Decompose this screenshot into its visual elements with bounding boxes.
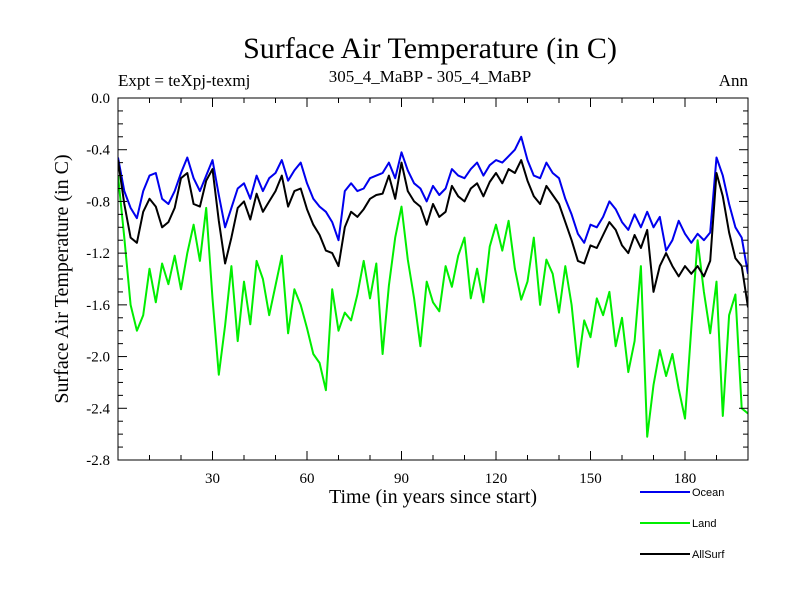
x-axis: 30 60 90 120 150 180 (149, 98, 717, 487)
chart-subtitle-center: 305_4_MaBP - 305_4_MaBP (329, 67, 531, 86)
x-axis-label: Time (in years since start) (329, 486, 537, 508)
x-tick-label: 180 (674, 471, 697, 487)
y-tick-label: 0.0 (91, 91, 110, 107)
y-tick-label: -2.8 (86, 453, 110, 469)
series-line-ocean (118, 135, 748, 274)
series-line-allsurf (118, 159, 748, 308)
x-tick-label: 90 (394, 471, 409, 487)
legend: Ocean Land AllSurf (640, 487, 725, 561)
x-tick-label: 120 (485, 471, 508, 487)
y-tick-label: -1.2 (86, 246, 110, 262)
y-tick-label: -0.8 (86, 194, 110, 210)
legend-label-allsurf: AllSurf (692, 549, 725, 561)
y-tick-label: -0.4 (86, 143, 110, 159)
x-tick-label: 60 (300, 471, 315, 487)
x-tick-label: 150 (579, 471, 602, 487)
y-axis: 0.0 -0.4 -0.8 -1.2 -1.6 -2.0 -2.4 -2.8 (86, 91, 748, 469)
x-tick-label: 30 (205, 471, 220, 487)
series-line-land (118, 175, 748, 438)
chart-subtitle-left: Expt = teXpj-texmj (118, 71, 250, 90)
legend-label-land: Land (692, 518, 716, 530)
y-tick-label: -2.4 (86, 401, 110, 417)
y-tick-label: -2.0 (86, 350, 110, 366)
legend-label-ocean: Ocean (692, 487, 724, 499)
series-group (118, 135, 748, 438)
chart-subtitle-right: Ann (719, 71, 749, 90)
chart-title: Surface Air Temperature (in C) (243, 32, 617, 65)
y-tick-label: -1.6 (86, 298, 110, 314)
y-axis-label: Surface Air Temperature (in C) (51, 154, 73, 403)
